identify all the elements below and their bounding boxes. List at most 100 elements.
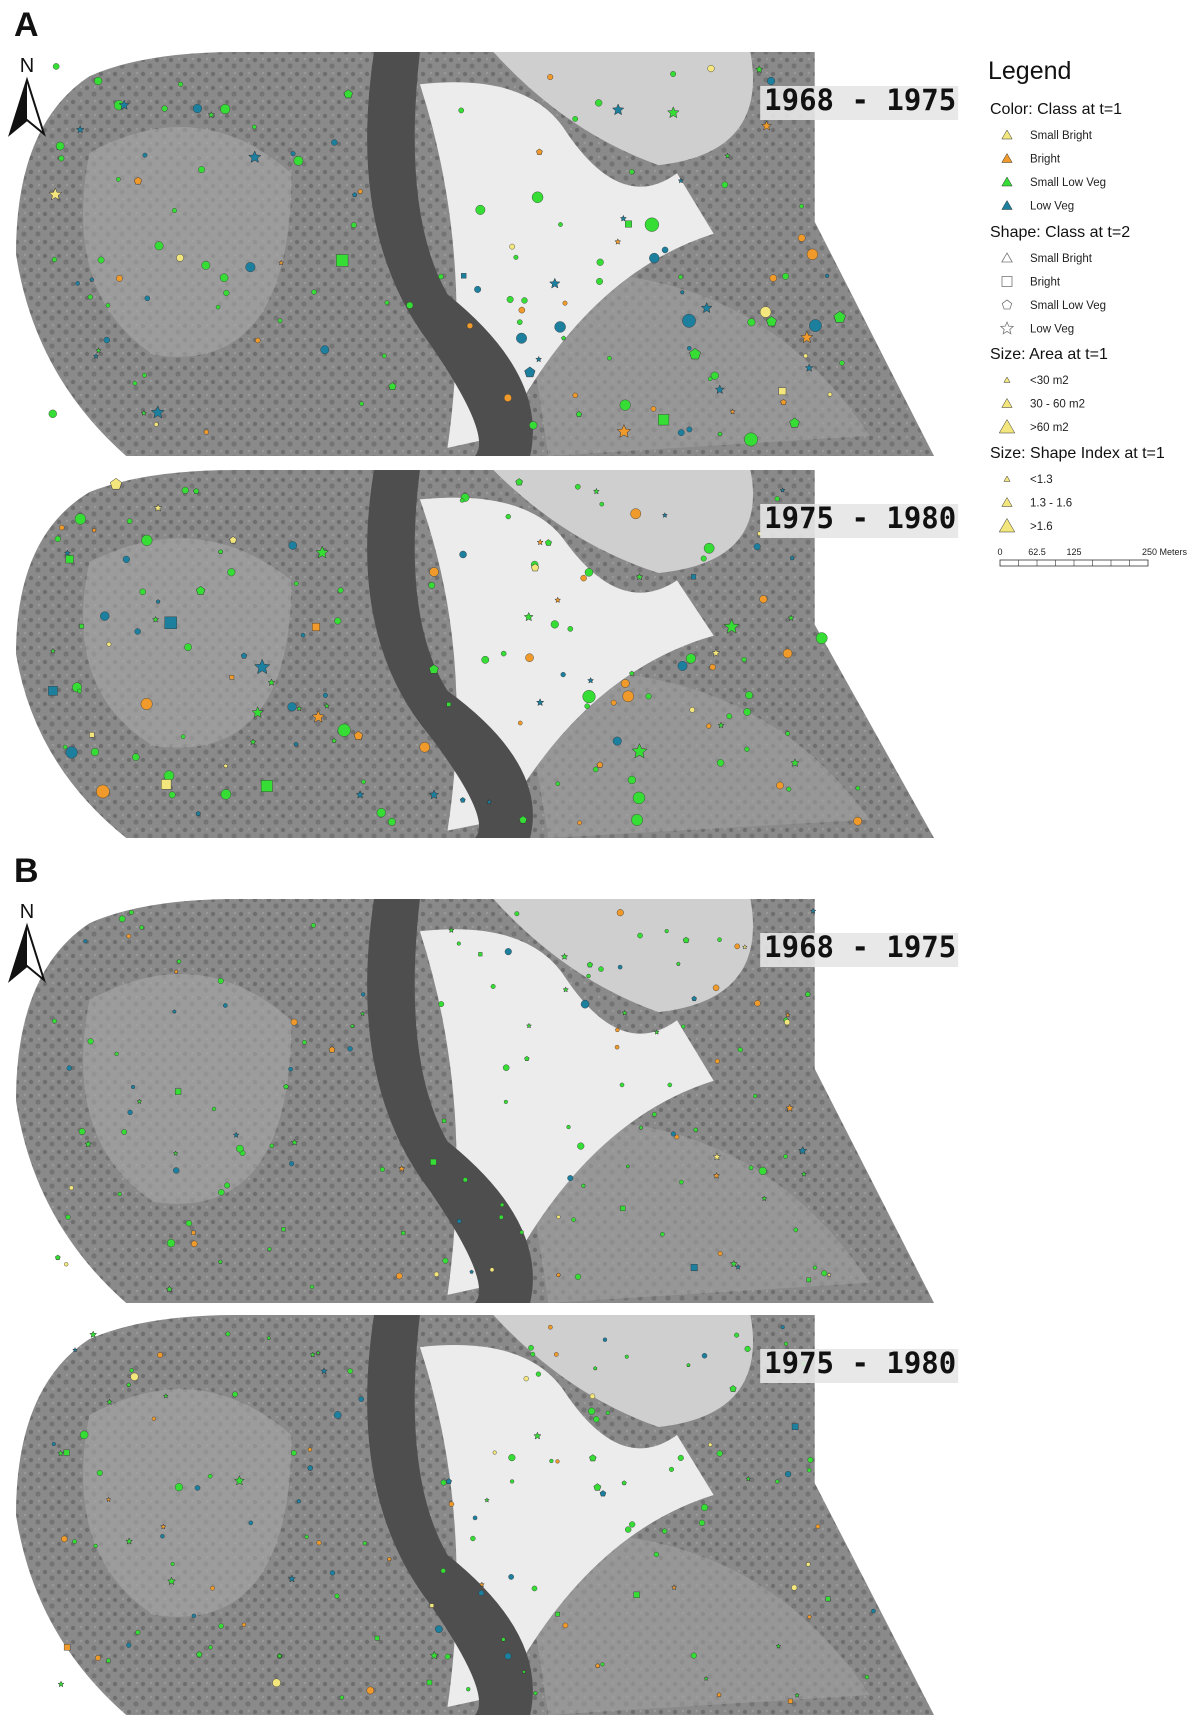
feature-marker	[476, 205, 485, 214]
feature-marker	[204, 430, 209, 435]
legend-title: Legend	[988, 57, 1071, 85]
feature-marker	[435, 1626, 442, 1633]
feature-marker	[1001, 322, 1013, 334]
feature-marker	[75, 514, 86, 525]
feature-marker	[301, 633, 305, 637]
feature-marker	[64, 1644, 70, 1650]
feature-marker	[503, 1065, 509, 1071]
feature-marker	[83, 939, 87, 943]
feature-marker	[1002, 399, 1012, 408]
feature-marker	[184, 644, 191, 651]
feature-marker	[1002, 130, 1012, 139]
feature-marker	[1002, 253, 1012, 262]
feature-marker	[302, 1040, 306, 1044]
feature-marker	[1004, 476, 1010, 481]
feature-marker	[555, 321, 566, 332]
feature-marker	[798, 234, 805, 241]
feature-marker	[430, 1159, 436, 1165]
feature-marker	[474, 286, 480, 292]
feature-marker	[429, 582, 435, 588]
feature-marker	[297, 1499, 301, 1503]
feature-marker	[145, 296, 150, 301]
feature-marker	[209, 1645, 213, 1649]
legend-item: Low Veg	[1030, 324, 1074, 336]
feature-marker	[177, 960, 181, 964]
feature-marker	[270, 1144, 274, 1148]
feature-marker	[598, 967, 603, 972]
feature-marker	[583, 690, 596, 703]
feature-marker	[88, 295, 93, 300]
feature-marker	[646, 694, 652, 700]
feature-marker	[500, 1203, 504, 1207]
feature-marker	[182, 487, 189, 494]
feature-marker	[291, 1450, 296, 1455]
feature-marker	[72, 1539, 76, 1543]
feature-marker	[457, 1219, 461, 1223]
feature-marker	[178, 82, 183, 87]
feature-marker	[717, 1451, 723, 1457]
feature-marker	[291, 1019, 297, 1025]
feature-marker	[294, 581, 298, 585]
feature-marker	[588, 1408, 595, 1415]
feature-marker	[528, 1345, 533, 1350]
feature-marker	[136, 1630, 141, 1635]
feature-marker	[671, 1132, 676, 1137]
feature-marker	[1002, 277, 1012, 287]
feature-marker	[1004, 377, 1010, 382]
feature-marker	[556, 1612, 560, 1616]
feature-marker	[679, 275, 683, 279]
feature-marker	[131, 1373, 139, 1381]
feature-marker	[556, 1460, 560, 1464]
feature-marker	[55, 1255, 60, 1260]
feature-marker	[547, 74, 553, 80]
feature-marker	[515, 911, 519, 915]
feature-marker	[791, 1585, 797, 1591]
feature-marker	[654, 1552, 659, 1557]
feature-marker	[449, 1502, 454, 1507]
feature-marker	[289, 1161, 294, 1166]
feature-marker	[548, 1325, 552, 1329]
feature-marker	[55, 536, 61, 542]
feature-marker	[806, 1562, 810, 1566]
feature-marker	[701, 556, 706, 561]
feature-marker	[438, 274, 443, 279]
feature-marker	[518, 721, 522, 725]
feature-marker	[220, 274, 228, 282]
feature-marker	[587, 974, 591, 978]
feature-marker	[272, 1679, 280, 1687]
feature-marker	[828, 392, 832, 396]
feature-marker	[628, 776, 636, 784]
feature-marker	[66, 555, 74, 563]
feature-marker	[525, 654, 533, 662]
feature-marker	[691, 1264, 697, 1270]
feature-marker	[459, 108, 464, 113]
feature-marker	[577, 1143, 584, 1150]
feature-marker	[788, 1699, 792, 1703]
feature-marker	[110, 478, 121, 489]
feature-marker	[571, 1218, 575, 1222]
feature-marker	[434, 1272, 439, 1277]
feature-marker	[186, 1220, 192, 1226]
feature-marker	[132, 754, 139, 761]
legend-item: Low Veg	[1030, 201, 1074, 213]
feature-marker	[645, 218, 659, 232]
feature-marker	[66, 1215, 71, 1220]
feature-marker	[312, 290, 317, 295]
feature-marker	[261, 780, 272, 791]
feature-marker	[360, 402, 364, 406]
feature-marker	[317, 1541, 321, 1545]
feature-marker	[691, 574, 696, 579]
feature-marker	[794, 1228, 798, 1232]
feature-marker	[377, 808, 386, 817]
feature-marker	[1002, 300, 1012, 309]
feature-marker	[67, 1066, 72, 1071]
feature-marker	[783, 649, 792, 658]
panel-label: B	[14, 852, 39, 890]
legend: LegendColor: Class at t=1Small BrightBri…	[988, 57, 1188, 566]
panel-label: A	[14, 6, 39, 44]
legend-item: <30 m2	[1030, 375, 1069, 387]
feature-marker	[131, 1085, 135, 1089]
feature-marker	[361, 992, 365, 996]
feature-marker	[649, 253, 659, 263]
feature-marker	[308, 1448, 312, 1452]
